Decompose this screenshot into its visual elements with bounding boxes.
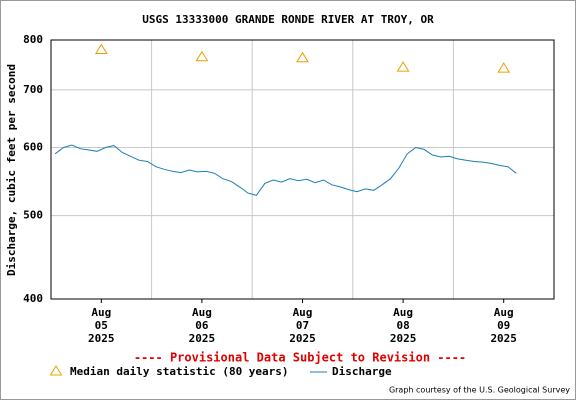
median-marker — [195, 50, 209, 62]
median-marker — [94, 43, 108, 54]
x-tick-label: Aug 05 2025 — [88, 306, 115, 345]
median-marker — [396, 61, 410, 72]
x-tick-label: Aug 08 2025 — [390, 306, 417, 345]
y-tick-label: 400 — [23, 292, 43, 305]
chart-title: USGS 13333000 GRANDE RONDE RIVER AT TROY… — [142, 13, 434, 26]
x-tick-label: Aug 09 2025 — [490, 306, 517, 345]
y-axis-label: Discharge, cubic feet per second — [5, 64, 18, 276]
y-tick-label: 500 — [23, 209, 43, 222]
legend-label: Discharge — [332, 365, 392, 378]
x-tick-label: Aug 06 2025 — [189, 306, 216, 345]
y-tick-label: 700 — [23, 83, 43, 96]
legend-marker — [49, 365, 63, 376]
provisional-note: ---- Provisional Data Subject to Revisio… — [134, 351, 466, 365]
y-tick-label: 800 — [23, 33, 43, 46]
legend-label: Median daily statistic (80 years) — [70, 365, 289, 378]
plot-border — [50, 39, 555, 300]
discharge-line — [54, 144, 517, 196]
credit: Graph courtesy of the U.S. Geological Su… — [389, 386, 570, 395]
y-tick-label: 600 — [23, 140, 43, 153]
x-tick-label: Aug 07 2025 — [289, 306, 316, 345]
median-marker — [296, 51, 309, 63]
median-marker — [497, 62, 511, 73]
